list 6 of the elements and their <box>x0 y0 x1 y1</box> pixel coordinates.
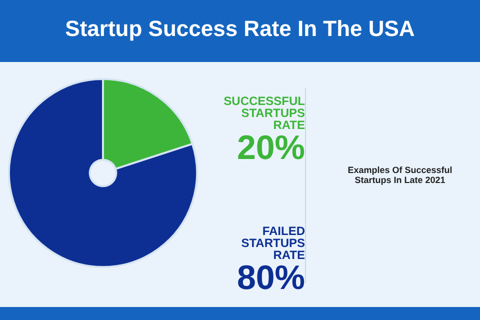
data-label: 80% <box>236 259 305 297</box>
chart-title: Startup Success Rate In The USA <box>64 15 416 43</box>
slice-label: FAILED STARTUPS RATE <box>240 224 305 262</box>
text: Examples Of Successful Startups In Late 2021 <box>346 165 454 185</box>
data-label: 20% <box>236 129 305 167</box>
slice-label: SUCCESSFUL STARTUPS RATE <box>222 94 305 132</box>
